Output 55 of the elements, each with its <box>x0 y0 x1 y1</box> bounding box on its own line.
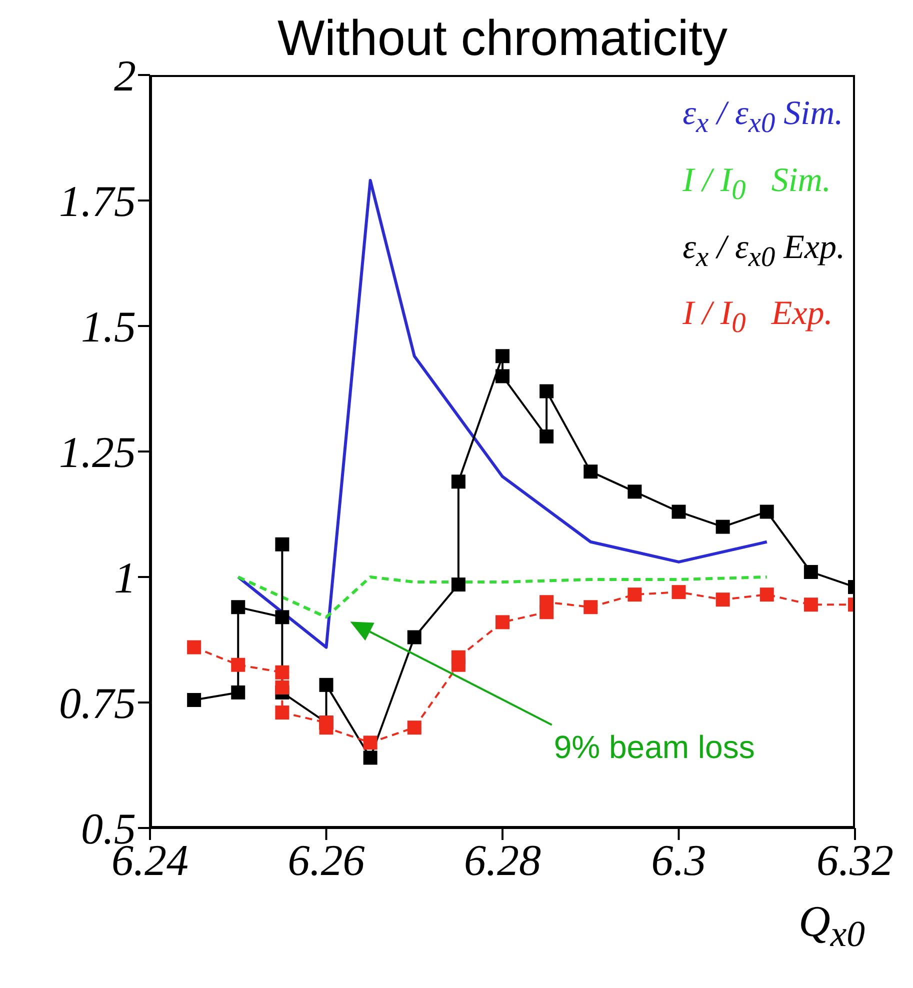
point <box>496 369 510 384</box>
y-tick-label: 2 <box>114 52 136 101</box>
point <box>231 658 246 672</box>
point <box>275 665 290 680</box>
point <box>540 429 554 444</box>
point <box>804 564 818 579</box>
point <box>672 585 686 600</box>
x-tick-label: 6.32 <box>816 836 894 886</box>
text: ε$_{x}$ / ε$_{x0}$ Sim. <box>682 95 844 140</box>
point <box>760 588 774 602</box>
point <box>231 685 246 700</box>
point <box>628 484 642 499</box>
point <box>319 720 334 735</box>
text: I / I$_{0}$ Sim. <box>682 162 831 207</box>
x-tick-label: 6.26 <box>288 836 365 886</box>
point <box>451 474 466 489</box>
point <box>760 504 774 519</box>
y-tick-label: 1.25 <box>59 428 136 478</box>
y-tick-label: 1 <box>114 554 136 603</box>
point <box>584 464 598 479</box>
point <box>584 600 598 614</box>
point <box>716 592 730 607</box>
point <box>363 736 378 750</box>
y-tick-label: 0.75 <box>59 679 136 728</box>
point <box>275 610 290 624</box>
point <box>540 595 554 610</box>
chart-title: Without chromaticity <box>276 9 729 68</box>
point <box>672 504 686 519</box>
point <box>451 578 466 592</box>
point <box>451 650 466 664</box>
point <box>187 640 202 654</box>
point <box>231 600 246 614</box>
point <box>187 692 202 707</box>
point <box>496 349 510 364</box>
x-tick-label: 6.3 <box>651 836 706 886</box>
point <box>363 750 378 765</box>
x-tick-label: 6.28 <box>464 836 541 886</box>
point <box>407 630 422 644</box>
y-tick-label: 1.5 <box>81 302 136 352</box>
x-axis-title: Q$_{x0}$ <box>798 896 865 955</box>
point <box>540 384 554 398</box>
line-series <box>236 576 768 619</box>
text: ε$_{x}$ / ε$_{x0}$ Exp. <box>682 228 845 274</box>
point <box>407 720 422 735</box>
point <box>275 680 290 694</box>
point <box>628 588 642 602</box>
point <box>319 678 334 692</box>
annotation: 9% beam loss <box>554 728 755 766</box>
point <box>716 520 730 534</box>
point <box>496 615 510 630</box>
point <box>275 537 290 552</box>
text: I / I$_{0}$ Exp. <box>682 295 833 340</box>
point <box>804 598 818 612</box>
point <box>275 706 290 720</box>
y-tick-label: 1.75 <box>59 177 136 226</box>
